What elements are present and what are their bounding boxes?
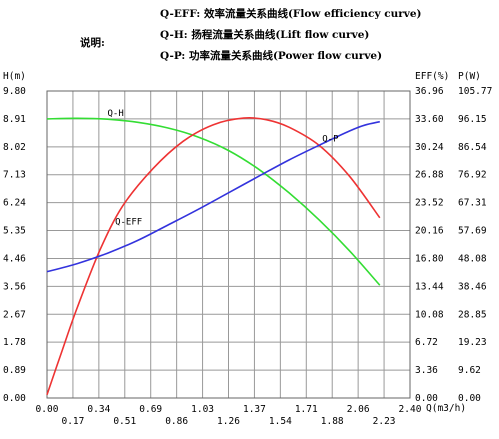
y-left-tick-label: 8.02 — [3, 142, 26, 153]
y-left-tick-label: 1.78 — [3, 337, 26, 348]
x-tick-label-bottom: 0.86 — [165, 416, 188, 427]
y-left-tick-label: 7.13 — [3, 170, 26, 181]
x-tick-label-top: 0.69 — [139, 404, 162, 415]
curve-q-p — [46, 120, 380, 273]
y-eff-tick-label: 33.60 — [415, 114, 444, 125]
series-label-qp: Q-P — [322, 134, 339, 144]
x-tick-label-bottom: 0.17 — [61, 416, 84, 427]
x-tick-label-top: 0.34 — [87, 404, 110, 415]
y-left-tick-label: 0.00 — [3, 393, 26, 404]
axis-ticks: 9.80 36.96 105.77 8.91 33.60 96.15 8.02 30.24 86… — [3, 86, 492, 427]
y-left-tick-label: 6.24 — [3, 198, 26, 209]
y-eff-tick-label: 10.08 — [415, 309, 444, 320]
x-tick-label-top: 1.71 — [295, 404, 318, 415]
y-left-tick-label: 0.89 — [3, 365, 26, 376]
y-power-tick-label: 105.77 — [458, 86, 492, 97]
x-tick-label-top: 0.00 — [36, 404, 59, 415]
y-power-tick-label: 48.08 — [458, 253, 487, 264]
plot-grid — [46, 90, 411, 399]
y-eff-tick-label: 20.16 — [415, 226, 444, 237]
x-tick-label-bottom: 2.23 — [373, 416, 396, 427]
y-eff-tick-label: 0.00 — [415, 393, 438, 404]
legend-item-h: Q-H: 扬程流量关系曲线(Lift flow curve) — [160, 28, 369, 41]
y-power-tick-label: 0.00 — [458, 393, 481, 404]
y-eff-tick-label: 36.96 — [415, 86, 444, 97]
y-left-tick-label: 8.91 — [3, 114, 26, 125]
series-label-qh: Q-H — [108, 109, 124, 119]
legend-heading: 说明: — [80, 36, 105, 49]
legend-item-p: Q-P: 功率流量关系曲线(Power flow curve) — [160, 49, 382, 62]
y-left-tick-label: 5.35 — [3, 226, 26, 237]
y-power-tick-label: 67.31 — [458, 198, 487, 209]
y-left-tick-label: 2.67 — [3, 309, 26, 320]
x-axis-title: Q(m3/h) — [426, 403, 466, 414]
y-power-tick-label: 96.15 — [458, 114, 487, 125]
y-power-axis-title: P(W) — [458, 71, 481, 82]
y-eff-tick-label: 26.88 — [415, 170, 444, 181]
legend: 说明: Q-EFF: 效率流量关系曲线(Flow efficiency curv… — [80, 7, 422, 62]
x-tick-label-top: 2.40 — [399, 404, 422, 415]
curve-q-eff — [46, 116, 381, 395]
y-eff-tick-label: 16.80 — [415, 253, 444, 264]
y-eff-tick-label: 23.52 — [415, 198, 444, 209]
y-eff-tick-label: 13.44 — [415, 281, 444, 292]
x-tick-label-bottom: 1.88 — [321, 416, 344, 427]
y-power-tick-label: 57.69 — [458, 226, 487, 237]
y-eff-tick-label: 30.24 — [415, 142, 444, 153]
y-power-tick-label: 86.54 — [458, 142, 487, 153]
y-power-tick-label: 28.85 — [458, 309, 487, 320]
x-tick-label-bottom: 1.26 — [217, 416, 240, 427]
x-tick-label-top: 2.06 — [347, 404, 370, 415]
y-eff-axis-title: EFF(%) — [415, 71, 449, 82]
y-eff-tick-label: 3.36 — [415, 365, 438, 376]
plot-frame — [46, 90, 411, 399]
y-left-tick-label: 9.80 — [3, 86, 26, 97]
y-power-tick-label: 9.62 — [458, 365, 481, 376]
x-tick-label-bottom: 1.54 — [269, 416, 292, 427]
series-label-qeff: Q-EFF — [115, 218, 142, 228]
legend-item-eff: Q-EFF: 效率流量关系曲线(Flow efficiency curve) — [160, 7, 422, 20]
y-left-tick-label: 3.56 — [3, 281, 26, 292]
series-labels: Q-H Q-P Q-EFF — [108, 109, 340, 228]
y-power-tick-label: 38.46 — [458, 281, 487, 292]
y-left-tick-label: 4.46 — [3, 253, 26, 264]
x-tick-label-bottom: 0.51 — [113, 416, 136, 427]
y-power-tick-label: 19.23 — [458, 337, 487, 348]
x-tick-label-top: 1.37 — [243, 404, 266, 415]
x-tick-label-top: 1.03 — [191, 404, 214, 415]
curves — [46, 116, 381, 395]
curve-q-h — [46, 117, 381, 286]
y-left-axis-title: H(m) — [3, 71, 26, 82]
y-power-tick-label: 76.92 — [458, 170, 487, 181]
y-eff-tick-label: 6.72 — [415, 337, 438, 348]
